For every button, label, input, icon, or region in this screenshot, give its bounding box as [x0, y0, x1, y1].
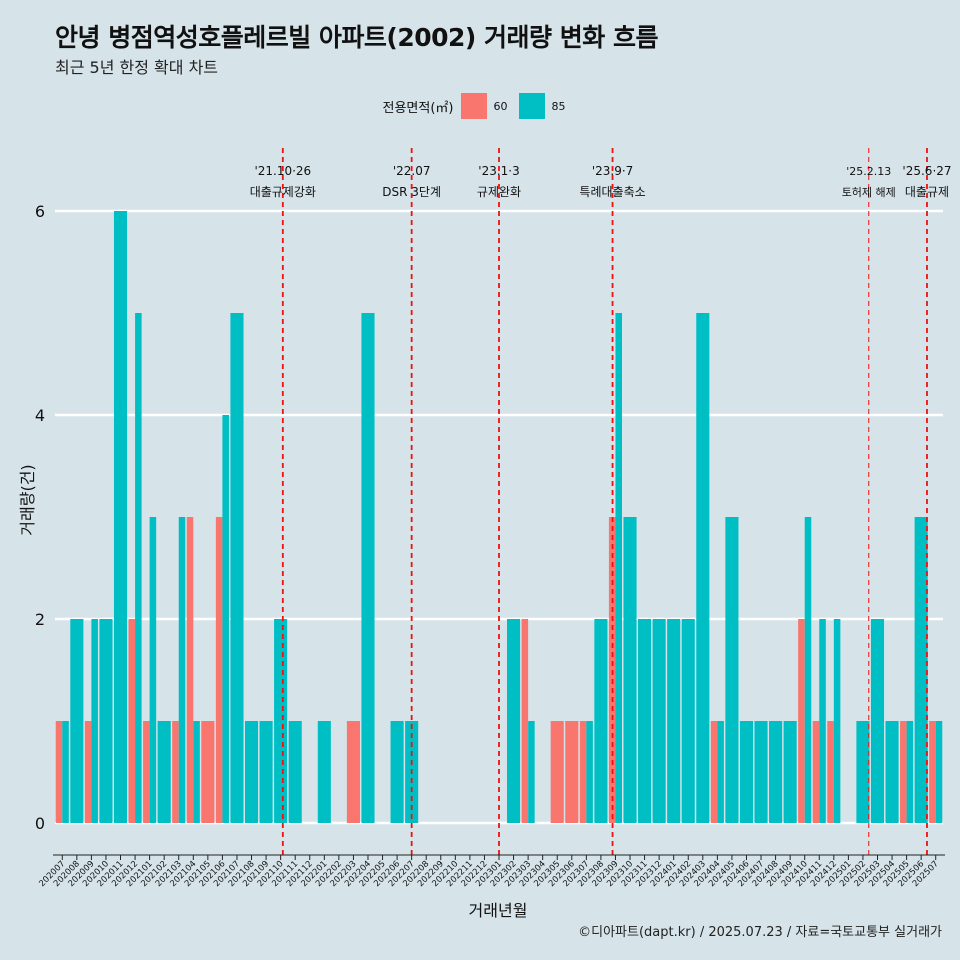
bar-85: [833, 619, 841, 823]
bar-85: [259, 721, 273, 823]
bar-85: [638, 619, 652, 823]
bar-85: [178, 517, 186, 823]
event-date-label: '25.6·27: [902, 164, 951, 178]
bar-85: [804, 517, 812, 823]
bar-85: [317, 721, 331, 823]
bar-85: [149, 517, 157, 823]
bar-85: [528, 721, 535, 823]
bar-60: [579, 721, 587, 823]
bar-85: [135, 313, 142, 823]
bar-60: [143, 721, 150, 823]
legend: 전용면적(㎡) 60 85: [0, 93, 960, 119]
y-tick-label: 6: [35, 202, 45, 221]
bar-85: [783, 721, 797, 823]
bar-60: [186, 517, 194, 823]
bar-60: [128, 619, 136, 823]
source-caption: ©디아파트(dapt.kr) / 2025.07.23 / 자료=국토교통부 실…: [578, 925, 942, 940]
bar-85: [288, 721, 302, 823]
bar-85: [754, 721, 768, 823]
legend-swatch-85: [519, 93, 546, 119]
bar-85: [586, 721, 593, 823]
event-name-label: 토허제 해제: [842, 185, 896, 199]
bar-85: [935, 721, 943, 823]
bar-85: [99, 619, 113, 823]
event-date-label: '23.1·3: [478, 164, 519, 178]
bar-85: [594, 619, 608, 823]
y-tick-label: 2: [35, 610, 45, 629]
bar-85: [681, 619, 695, 823]
bar-60: [710, 721, 718, 823]
legend-label-85: 85: [551, 99, 566, 113]
bar-85: [725, 517, 739, 823]
bar-85: [274, 619, 288, 823]
event-date-label: '21.10·26: [254, 164, 311, 178]
bar-85: [856, 721, 870, 823]
event-name-label: 대출규제: [905, 185, 949, 199]
y-axis-label: 거래량(건): [18, 464, 37, 536]
chart-title: 안녕 병점역성호플레르빌 아파트(2002) 거래량 변화 흐름: [55, 23, 658, 52]
legend-label-60: 60: [493, 99, 508, 113]
bar-85: [113, 211, 128, 823]
x-axis-label: 거래년월: [468, 901, 528, 920]
bar-60: [798, 619, 805, 823]
bar-60: [346, 721, 360, 823]
event-date-label: '25.2.13: [846, 165, 891, 178]
legend-swatch-60: [461, 93, 488, 119]
bar-85: [70, 619, 84, 823]
bar-60: [55, 721, 63, 823]
bar-85: [361, 313, 375, 823]
bar-60: [565, 721, 579, 823]
bar-85: [157, 721, 171, 823]
bar-85: [91, 619, 98, 823]
bar-60: [172, 721, 179, 823]
bar-85: [193, 721, 200, 823]
bar-60: [201, 721, 215, 823]
bar-85: [62, 721, 69, 823]
bar-85: [717, 721, 724, 823]
y-tick-label: 0: [35, 814, 45, 833]
bar-85: [914, 517, 928, 823]
bar-85: [667, 619, 681, 823]
bar-60: [550, 721, 564, 823]
bar-85: [870, 619, 885, 823]
bar-60: [521, 619, 529, 823]
bar-85: [906, 721, 914, 823]
bar-85: [390, 721, 404, 823]
bar-85: [696, 313, 710, 823]
bar-85: [507, 619, 521, 823]
bar-60: [215, 517, 223, 823]
event-name-label: DSR 3단계: [382, 185, 441, 199]
bar-60: [84, 721, 92, 823]
bar-60: [827, 721, 834, 823]
event-name-label: 특례대출축소: [579, 185, 645, 199]
bar-60: [812, 721, 820, 823]
event-date-label: '22.07: [393, 164, 431, 178]
event-name-label: 대출규제강화: [250, 185, 316, 199]
bar-85: [652, 619, 666, 823]
bar-85: [623, 517, 637, 823]
bar-85: [739, 721, 754, 823]
y-tick-label: 4: [35, 406, 45, 425]
bar-85: [615, 313, 623, 823]
bar-85: [769, 721, 783, 823]
event-date-label: '23.9·7: [592, 164, 633, 178]
bar-85: [222, 415, 229, 823]
bar-85: [885, 721, 899, 823]
event-name-label: 규제완화: [477, 185, 521, 199]
bar-85: [230, 313, 244, 823]
bar-85: [819, 619, 826, 823]
bar-85: [244, 721, 259, 823]
bar-60: [900, 721, 907, 823]
bar-60: [929, 721, 936, 823]
legend-title: 전용면적(㎡): [382, 100, 454, 116]
chart-subtitle: 최근 5년 한정 확대 차트: [55, 58, 219, 77]
